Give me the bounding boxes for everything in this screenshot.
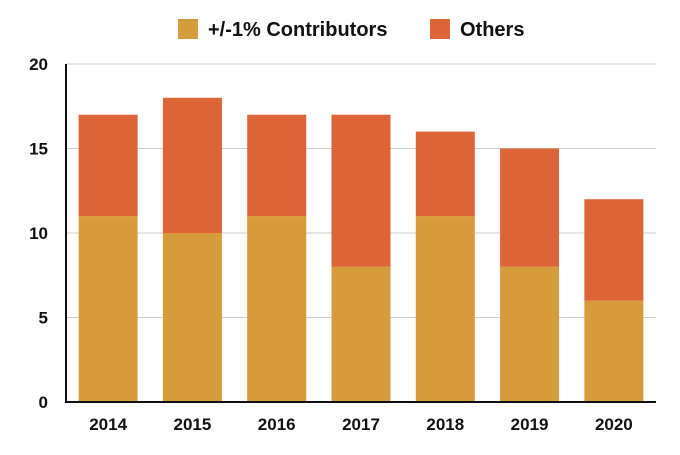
bar-others-2019 bbox=[500, 148, 560, 267]
bars bbox=[78, 97, 644, 402]
legend-label-contributors: +/-1% Contributors bbox=[208, 19, 387, 41]
bar-contributors-2016 bbox=[247, 216, 307, 402]
y-tick-label: 0 bbox=[39, 393, 48, 412]
bar-others-2015 bbox=[162, 97, 222, 233]
x-tick-label: 2016 bbox=[258, 415, 296, 434]
x-tick-label: 2015 bbox=[174, 415, 212, 434]
bar-contributors-2019 bbox=[500, 266, 560, 402]
axes bbox=[65, 64, 656, 403]
x-tick-label: 2019 bbox=[511, 415, 549, 434]
legend-label-others: Others bbox=[460, 19, 524, 41]
bar-contributors-2020 bbox=[584, 300, 644, 402]
bar-others-2018 bbox=[415, 131, 475, 217]
bar-others-2016 bbox=[247, 114, 307, 217]
x-tick-labels: 2014 2015 2016 2017 2018 2019 2020 bbox=[89, 415, 633, 434]
x-tick-label: 2020 bbox=[595, 415, 633, 434]
y-tick-label: 10 bbox=[29, 224, 48, 243]
bar-contributors-2014 bbox=[78, 216, 138, 402]
x-tick-label: 2014 bbox=[89, 415, 127, 434]
legend-swatch-others bbox=[430, 19, 450, 39]
legend: +/-1% Contributors Others bbox=[178, 19, 524, 41]
bar-others-2020 bbox=[584, 199, 644, 301]
y-tick-label: 5 bbox=[39, 309, 48, 328]
y-tick-labels: 0 5 10 15 20 bbox=[29, 55, 48, 412]
y-tick-label: 20 bbox=[29, 55, 48, 74]
legend-swatch-contributors bbox=[178, 19, 198, 39]
bar-contributors-2018 bbox=[415, 216, 475, 402]
bar-contributors-2015 bbox=[162, 233, 222, 402]
bar-others-2014 bbox=[78, 114, 138, 217]
y-tick-label: 15 bbox=[29, 140, 48, 159]
x-tick-label: 2017 bbox=[342, 415, 380, 434]
x-tick-label: 2018 bbox=[426, 415, 464, 434]
bar-others-2017 bbox=[331, 114, 391, 267]
bar-contributors-2017 bbox=[331, 266, 391, 402]
